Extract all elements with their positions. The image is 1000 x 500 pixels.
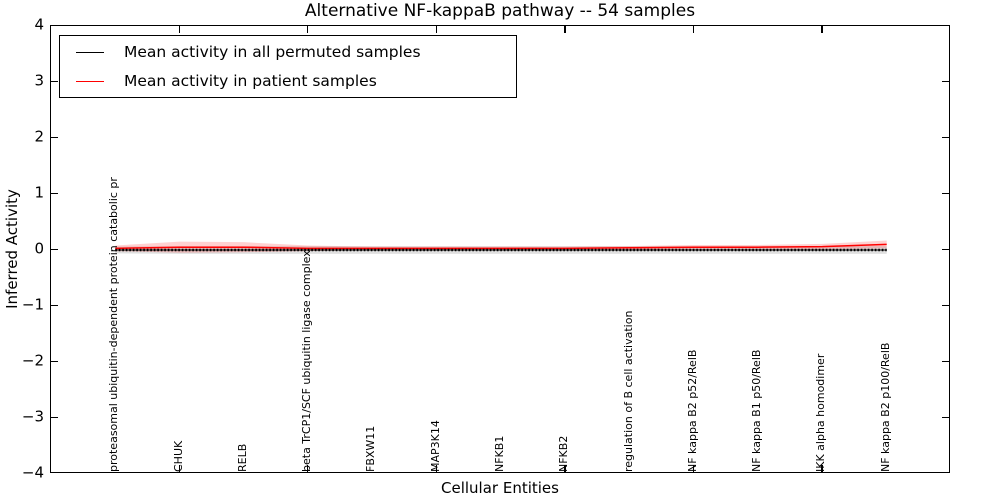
series-plot	[115, 240, 887, 254]
chart-title: Alternative NF-kappaB pathway -- 54 samp…	[304, 1, 696, 21]
x-tick-mark	[564, 465, 566, 472]
y-tick-label: 0	[34, 239, 44, 258]
red-line-sample-icon	[76, 80, 104, 82]
y-tick-label: −1	[21, 295, 44, 314]
legend-entry-permuted: Mean activity in all permuted samples	[76, 39, 516, 65]
y-tick-label: −2	[21, 351, 44, 370]
x-tick-mark	[692, 26, 695, 33]
y-tick-label: −4	[21, 463, 44, 482]
x-category-label: RELB	[235, 443, 249, 472]
x-tick-mark	[435, 465, 437, 472]
y-tick-label: −3	[21, 407, 44, 426]
y-tick-mark	[51, 361, 58, 363]
y-tick-label: 3	[34, 71, 44, 90]
y-tick-mark	[942, 305, 949, 307]
y-tick-mark	[51, 193, 58, 195]
y-tick-label: 4	[34, 15, 44, 34]
y-tick-mark	[51, 249, 58, 251]
y-tick-mark	[942, 417, 949, 419]
x-category-label: IKK alpha homodimer	[814, 353, 828, 472]
y-tick-mark	[942, 193, 949, 195]
y-tick-label: 1	[34, 183, 44, 202]
legend-entry-patient: Mean activity in patient samples	[76, 68, 516, 94]
y-tick-mark	[51, 305, 58, 307]
x-category-label: regulation of B cell activation	[621, 310, 635, 472]
x-tick-mark	[821, 26, 823, 33]
legend-label: Mean activity in all permuted samples	[124, 43, 421, 61]
x-category-label: NF kappa B1 p50/RelB	[750, 349, 764, 472]
patient-mean-line	[115, 243, 887, 250]
legend-box: Mean activity in all permuted samples Me…	[59, 35, 517, 98]
x-tick-mark	[307, 26, 309, 33]
x-tick-mark	[821, 465, 823, 472]
x-category-label: NF kappa B2 p52/RelB	[685, 349, 699, 472]
black-line-sample-icon	[76, 51, 104, 53]
plot-area	[50, 25, 950, 473]
y-tick-mark	[51, 81, 58, 83]
x-tick-mark	[178, 465, 180, 472]
y-tick-mark	[942, 249, 949, 251]
x-category-label: NF kappa B2 p100/RelB	[878, 342, 892, 472]
y-tick-mark	[51, 137, 58, 139]
x-tick-mark	[564, 26, 566, 33]
legend-label: Mean activity in patient samples	[124, 72, 377, 90]
y-tick-mark	[942, 81, 949, 83]
x-tick-mark	[178, 26, 180, 33]
x-category-label: NFKB1	[493, 435, 506, 472]
x-category-label: beta TrCP1/SCF ubiquitin ligase complex	[300, 250, 314, 472]
x-category-label: proteasomal ubiquitin-dependent protein …	[107, 177, 121, 472]
x-tick-mark	[307, 465, 309, 472]
y-tick-mark	[942, 137, 949, 139]
x-category-label: FBXW11	[364, 425, 378, 472]
y-tick-label: 2	[34, 127, 44, 146]
y-tick-mark	[942, 361, 949, 363]
x-tick-mark	[435, 26, 437, 33]
x-tick-mark	[692, 465, 695, 472]
y-tick-mark	[51, 417, 58, 419]
x-axis-label: Cellular Entities	[441, 479, 559, 497]
